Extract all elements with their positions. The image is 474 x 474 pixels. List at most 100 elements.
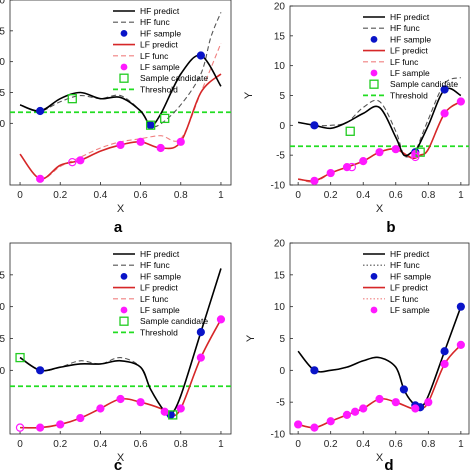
hf-sample-point (440, 347, 449, 356)
legend-entry: LF predict (390, 283, 428, 293)
lf-sample-point (136, 137, 145, 146)
sample-candidate-point (345, 126, 355, 136)
x-axis-label: X (117, 203, 125, 215)
series-line-hf-predict (19, 54, 222, 127)
lf-candidate-point (347, 162, 357, 172)
plot-marks (10, 268, 231, 432)
x-tick-label: 0.6 (134, 190, 148, 201)
x-tick-label: 0.2 (324, 190, 338, 201)
lf-sample-point (216, 315, 226, 324)
legend-swatch (120, 273, 128, 280)
legend-swatch (370, 36, 378, 43)
lf-sample-point (359, 404, 368, 413)
lf-sample-point (36, 174, 45, 183)
hf-sample-point (196, 328, 205, 337)
legend-swatch (369, 79, 379, 89)
x-tick-label: 0 (295, 190, 301, 201)
lf-sample-point (176, 137, 185, 146)
plot-area (289, 242, 470, 435)
plot-marks (10, 12, 231, 183)
lf-candidate-point (15, 423, 25, 432)
legend-entry: LF sample (390, 305, 430, 315)
legend-entry: HF predict (390, 249, 430, 259)
x-tick-label: 0.8 (421, 190, 435, 201)
y-tick-label: 0 (0, 366, 5, 377)
x-tick-label: 0.8 (174, 439, 188, 450)
lf-sample-point (456, 97, 465, 106)
legend-entry: Sample candidate (390, 79, 458, 89)
panel-label: a (114, 219, 123, 236)
lf-sample-point (294, 420, 303, 429)
lf-sample-point (411, 404, 420, 413)
y-tick-label: 0 (279, 121, 285, 132)
legend-entry: HF sample (140, 271, 181, 281)
lf-sample-point (96, 404, 105, 413)
legend-entry: HF func (390, 23, 421, 33)
legend-entry: HF func (390, 260, 421, 270)
panel-label: b (386, 219, 395, 236)
lf-sample-point (440, 109, 449, 118)
x-tick-label: 1 (218, 439, 224, 450)
legend-entry: LF sample (390, 68, 430, 78)
sample-candidate-point (415, 147, 425, 157)
x-tick-label: 0.2 (324, 439, 338, 450)
legend-swatch (119, 316, 129, 326)
y-tick-label: 15 (274, 31, 286, 42)
x-tick-label: 0.6 (389, 439, 403, 450)
y-tick-label: 15 (274, 270, 286, 281)
y-axis-label: Y (243, 91, 255, 99)
y-tick-label: 10 (274, 302, 286, 313)
legend-swatch (120, 306, 128, 314)
y-tick-label: 10 (0, 302, 5, 313)
legend-swatch (120, 30, 128, 37)
x-tick-label: 0.2 (53, 439, 67, 450)
lf-candidate-point (68, 157, 77, 167)
x-tick-label: 0 (295, 439, 301, 450)
y-tick-label: 5 (0, 88, 5, 99)
plot-area (9, 0, 232, 186)
lf-sample-point (375, 394, 384, 404)
x-tick-label: 0.4 (93, 439, 107, 450)
legend-entry: LF sample (140, 305, 180, 315)
lf-sample-point (116, 394, 125, 404)
lf-sample-point (342, 410, 352, 419)
legend-entry: LF predict (140, 283, 178, 293)
hf-sample-point (399, 385, 409, 394)
hf-sample-point (456, 302, 465, 311)
legend-entry: HF func (140, 17, 171, 27)
lf-sample-point (359, 157, 368, 166)
y-tick-label: 5 (279, 334, 285, 345)
lf-sample-point (156, 143, 165, 153)
y-tick-label: 10 (274, 61, 286, 72)
x-axis-label: X (117, 452, 125, 464)
legend-swatch (119, 73, 129, 83)
legend-entry: Sample candidate (140, 73, 208, 83)
lf-sample-point (310, 176, 319, 185)
x-axis-label: X (376, 203, 384, 215)
y-tick-label: -5 (276, 398, 285, 409)
y-tick-label: -10 (271, 181, 286, 192)
panel-label: d (384, 457, 393, 474)
y-tick-label: -5 (276, 151, 285, 162)
hf-sample-point (310, 121, 319, 130)
y-tick-label: 20 (274, 239, 286, 250)
x-tick-label: 0.4 (93, 190, 107, 201)
lf-sample-point (310, 423, 319, 432)
x-tick-label: 0.2 (53, 190, 67, 201)
lf-sample-point (76, 156, 85, 165)
hf-sample-point (146, 121, 155, 130)
hf-sample-point (36, 106, 45, 116)
x-tick-label: 0.8 (174, 190, 188, 201)
hf-sample-point (36, 366, 45, 375)
legend-swatch (370, 273, 378, 280)
series-line-hf-predict (19, 268, 222, 417)
y-tick-label: 10 (0, 57, 5, 68)
hf-sample-point (196, 51, 205, 60)
legend-entry: HF predict (140, 6, 180, 16)
lf-sample-point (116, 140, 125, 150)
x-tick-label: 1 (458, 190, 464, 201)
